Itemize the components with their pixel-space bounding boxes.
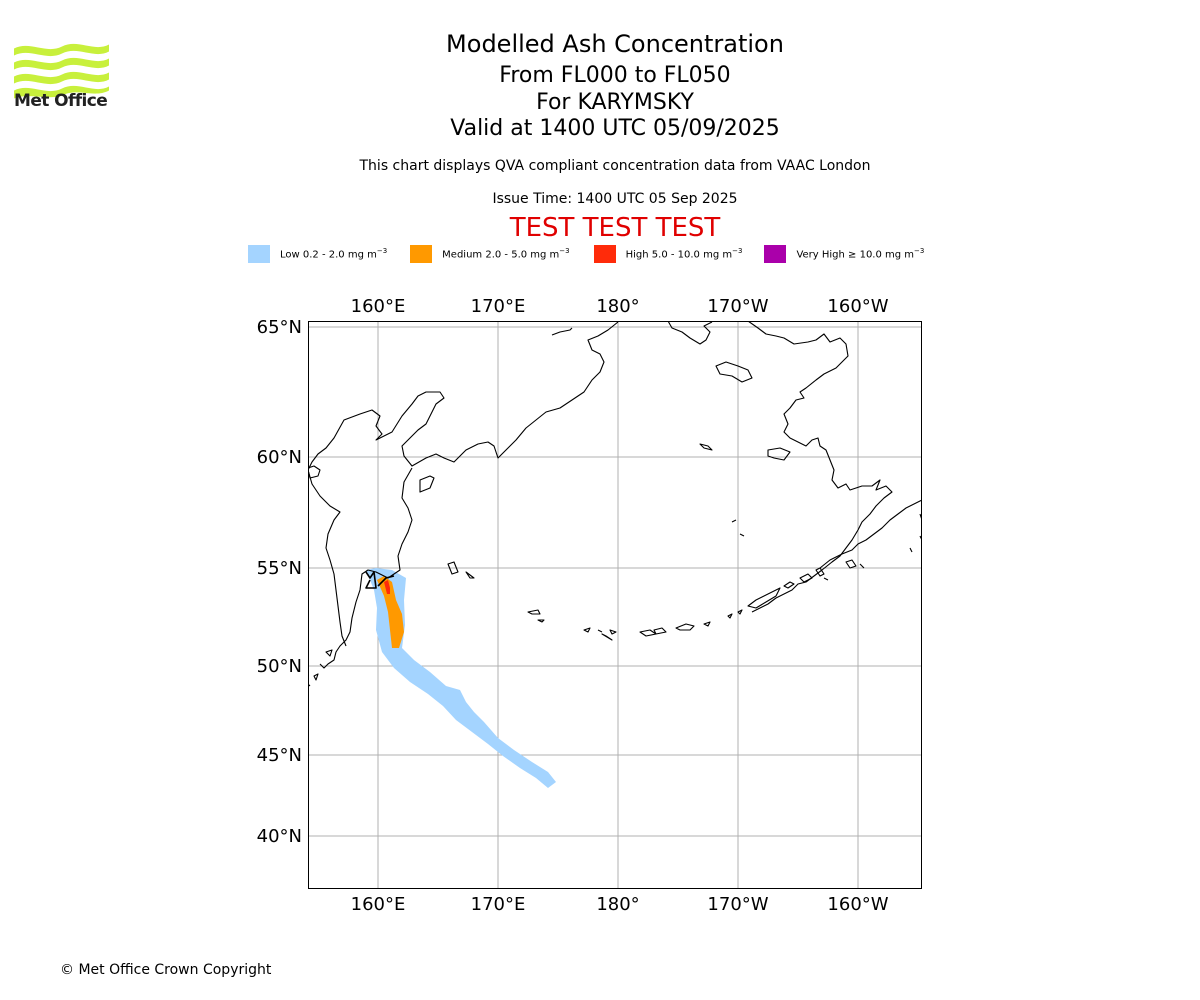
coastline-chukotka	[551, 327, 573, 336]
test-banner: TEST TEST TEST	[509, 213, 721, 243]
ash-plume-high	[384, 580, 390, 594]
legend-label-high: High 5.0 - 10.0 mg m−3	[625, 247, 743, 261]
map-frame	[308, 321, 922, 889]
lat-label-55n: 55°N	[257, 558, 302, 579]
lon-label-top-170w: 170°W	[707, 296, 768, 317]
lon-label-bottom-160e: 160°E	[351, 894, 406, 915]
lon-label-bottom-170e: 170°E	[471, 894, 526, 915]
copyright: © Met Office Crown Copyright	[60, 962, 272, 978]
legend-swatch-low	[248, 245, 270, 263]
lon-label-top-170e: 170°E	[471, 296, 526, 317]
commander-islands	[447, 561, 475, 579]
lat-label-60n: 60°N	[257, 447, 302, 468]
aleutian-islands	[527, 559, 865, 641]
legend-label-very-high: Very High ≥ 10.0 mg m−3	[796, 247, 925, 261]
legend-swatch-very-high	[764, 245, 787, 263]
coastline-kamchatka-inlet	[419, 475, 435, 493]
legend-label-low: Low 0.2 - 2.0 mg m−3	[280, 247, 388, 261]
lat-label-65n: 65°N	[257, 317, 302, 338]
legend-item-medium: Medium 2.0 - 5.0 mg m−3	[410, 245, 570, 263]
lon-label-top-160w: 160°W	[827, 296, 888, 317]
lat-label-45n: 45°N	[257, 745, 302, 766]
coastlines	[308, 321, 922, 687]
volcano-outline	[365, 571, 395, 589]
coastline-kamchatka-east	[308, 469, 347, 647]
legend-swatch-medium	[410, 245, 433, 263]
lon-label-top-160e: 160°E	[351, 296, 406, 317]
lon-label-bottom-160w: 160°W	[827, 894, 888, 915]
legend-label-medium: Medium 2.0 - 5.0 mg m−3	[442, 247, 570, 261]
ash-plume-medium	[377, 576, 404, 648]
logo-text: Met Office	[14, 91, 108, 111]
legend-item-very-high: Very High ≥ 10.0 mg m−3	[764, 245, 924, 263]
coastline-alaska-peninsula	[819, 499, 922, 569]
legend-item-high: High 5.0 - 10.0 mg m−3	[593, 245, 743, 263]
lon-label-bottom-170w: 170°W	[707, 894, 768, 915]
volcano-name: For KARYMSKY	[536, 90, 694, 115]
coastline-alaska	[747, 321, 893, 613]
lat-label-40n: 40°N	[257, 826, 302, 847]
legend: Low 0.2 - 2.0 mg m−3 Medium 2.0 - 5.0 mg…	[248, 243, 924, 265]
lon-label-bottom-180: 180°	[596, 894, 639, 915]
valid-time: Valid at 1400 UTC 05/09/2025	[450, 116, 780, 141]
legend-item-low: Low 0.2 - 2.0 mg m−3	[248, 245, 387, 263]
chart-description: This chart displays QVA compliant concen…	[359, 158, 871, 174]
norton-sound	[767, 447, 791, 461]
chart-title: Modelled Ash Concentration	[446, 30, 784, 58]
issue-time: Issue Time: 1400 UTC 05 Sep 2025	[492, 191, 738, 207]
st-matthew-kodiak	[731, 513, 922, 553]
legend-swatch-high	[593, 245, 616, 263]
kuril-islets	[308, 649, 333, 687]
lon-label-top-180: 180°	[596, 296, 639, 317]
met-office-logo	[14, 43, 109, 99]
flight-levels: From FL000 to FL050	[499, 63, 731, 88]
lat-label-50n: 50°N	[257, 656, 302, 677]
nunivak-st-lawrence	[699, 361, 753, 451]
coastline-chukotka-east	[667, 321, 713, 345]
coastline-kamchatka	[308, 321, 619, 471]
